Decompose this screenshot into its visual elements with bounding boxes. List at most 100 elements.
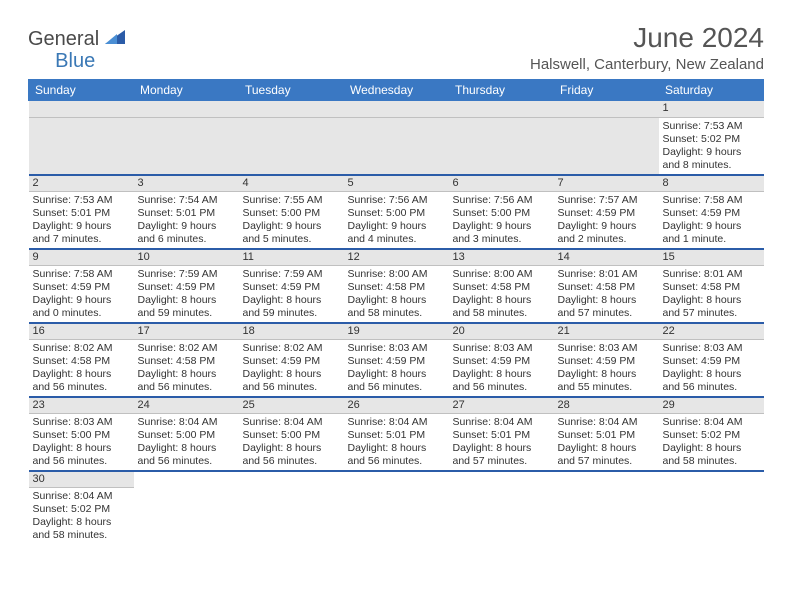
day-data-cell: Sunrise: 7:59 AMSunset: 4:59 PMDaylight:… [239, 265, 344, 323]
day-number-cell [134, 101, 239, 117]
sunrise-line: Sunrise: 7:59 AM [243, 268, 340, 281]
daylight-line: Daylight: 8 hours and 55 minutes. [558, 368, 655, 394]
day-data-cell: Sunrise: 8:02 AMSunset: 4:58 PMDaylight:… [29, 339, 134, 397]
sunset-line: Sunset: 5:01 PM [348, 429, 445, 442]
day-number-cell [134, 471, 239, 487]
daynum-row: 16171819202122 [29, 323, 764, 339]
day-data-cell: Sunrise: 8:03 AMSunset: 4:59 PMDaylight:… [344, 339, 449, 397]
day-number-cell: 10 [134, 249, 239, 265]
day-number-cell [29, 101, 134, 117]
daynum-row: 9101112131415 [29, 249, 764, 265]
day-number-cell: 13 [449, 249, 554, 265]
day-number-cell: 1 [659, 101, 764, 117]
daylight-line: Daylight: 8 hours and 57 minutes. [453, 442, 550, 468]
day-data-cell: Sunrise: 8:02 AMSunset: 4:58 PMDaylight:… [134, 339, 239, 397]
daylight-line: Daylight: 8 hours and 58 minutes. [453, 294, 550, 320]
day-number-cell: 26 [344, 397, 449, 413]
day-data-cell [554, 487, 659, 544]
daylight-line: Daylight: 9 hours and 5 minutes. [243, 220, 340, 246]
day-number-cell: 23 [29, 397, 134, 413]
day-data-cell: Sunrise: 8:04 AMSunset: 5:02 PMDaylight:… [659, 413, 764, 471]
sunrise-line: Sunrise: 8:04 AM [348, 416, 445, 429]
day-number-cell: 3 [134, 175, 239, 191]
sunrise-line: Sunrise: 8:03 AM [348, 342, 445, 355]
sunrise-line: Sunrise: 8:03 AM [33, 416, 130, 429]
day-data-cell: Sunrise: 8:02 AMSunset: 4:59 PMDaylight:… [239, 339, 344, 397]
sunrise-line: Sunrise: 8:04 AM [558, 416, 655, 429]
daylight-line: Daylight: 9 hours and 0 minutes. [33, 294, 130, 320]
day-data-cell: Sunrise: 8:04 AMSunset: 5:02 PMDaylight:… [29, 487, 134, 544]
location: Halswell, Canterbury, New Zealand [530, 56, 764, 73]
title-block: June 2024 Halswell, Canterbury, New Zeal… [530, 22, 764, 73]
day-number-cell: 12 [344, 249, 449, 265]
day-data-cell: Sunrise: 7:58 AMSunset: 4:59 PMDaylight:… [29, 265, 134, 323]
day-number-cell [554, 471, 659, 487]
sunrise-line: Sunrise: 8:04 AM [663, 416, 760, 429]
daylight-line: Daylight: 9 hours and 3 minutes. [453, 220, 550, 246]
day-data-cell: Sunrise: 8:03 AMSunset: 5:00 PMDaylight:… [29, 413, 134, 471]
sunset-line: Sunset: 5:02 PM [663, 133, 760, 146]
day-number-cell: 27 [449, 397, 554, 413]
sunset-line: Sunset: 4:58 PM [453, 281, 550, 294]
day-data-cell: Sunrise: 7:55 AMSunset: 5:00 PMDaylight:… [239, 191, 344, 249]
sunset-line: Sunset: 4:58 PM [138, 355, 235, 368]
day-number-cell [344, 471, 449, 487]
sunset-line: Sunset: 4:59 PM [663, 355, 760, 368]
sunrise-line: Sunrise: 7:55 AM [243, 194, 340, 207]
day-number-cell: 15 [659, 249, 764, 265]
day-data-row: Sunrise: 8:04 AMSunset: 5:02 PMDaylight:… [29, 487, 764, 544]
sunset-line: Sunset: 4:58 PM [663, 281, 760, 294]
day-data-row: Sunrise: 7:53 AMSunset: 5:02 PMDaylight:… [29, 117, 764, 175]
day-data-cell [449, 487, 554, 544]
sunrise-line: Sunrise: 8:03 AM [558, 342, 655, 355]
daylight-line: Daylight: 9 hours and 7 minutes. [33, 220, 130, 246]
day-number-cell: 17 [134, 323, 239, 339]
daylight-line: Daylight: 8 hours and 56 minutes. [453, 368, 550, 394]
day-data-cell: Sunrise: 7:54 AMSunset: 5:01 PMDaylight:… [134, 191, 239, 249]
daylight-line: Daylight: 8 hours and 56 minutes. [348, 368, 445, 394]
sunset-line: Sunset: 4:59 PM [243, 281, 340, 294]
sunset-line: Sunset: 4:59 PM [243, 355, 340, 368]
sunset-line: Sunset: 5:00 PM [243, 207, 340, 220]
daylight-line: Daylight: 8 hours and 56 minutes. [243, 368, 340, 394]
day-data-cell: Sunrise: 7:53 AMSunset: 5:01 PMDaylight:… [29, 191, 134, 249]
sunrise-line: Sunrise: 7:57 AM [558, 194, 655, 207]
daylight-line: Daylight: 9 hours and 4 minutes. [348, 220, 445, 246]
daylight-line: Daylight: 8 hours and 57 minutes. [663, 294, 760, 320]
daynum-row: 1 [29, 101, 764, 117]
day-data-cell: Sunrise: 8:01 AMSunset: 4:58 PMDaylight:… [554, 265, 659, 323]
sunset-line: Sunset: 5:01 PM [138, 207, 235, 220]
sunrise-line: Sunrise: 8:04 AM [33, 490, 130, 503]
sunset-line: Sunset: 4:59 PM [138, 281, 235, 294]
daylight-line: Daylight: 8 hours and 57 minutes. [558, 442, 655, 468]
sunset-line: Sunset: 4:59 PM [663, 207, 760, 220]
day-data-cell: Sunrise: 8:03 AMSunset: 4:59 PMDaylight:… [554, 339, 659, 397]
day-number-cell [554, 101, 659, 117]
sunset-line: Sunset: 5:01 PM [558, 429, 655, 442]
day-data-cell [344, 487, 449, 544]
sunrise-line: Sunrise: 8:02 AM [243, 342, 340, 355]
day-data-cell: Sunrise: 8:03 AMSunset: 4:59 PMDaylight:… [659, 339, 764, 397]
weekday-friday: Friday [554, 79, 659, 101]
daylight-line: Daylight: 8 hours and 56 minutes. [33, 442, 130, 468]
day-number-cell [239, 101, 344, 117]
daylight-line: Daylight: 8 hours and 56 minutes. [348, 442, 445, 468]
day-number-cell: 22 [659, 323, 764, 339]
sunrise-line: Sunrise: 8:01 AM [663, 268, 760, 281]
day-data-cell [134, 487, 239, 544]
day-data-cell [344, 117, 449, 175]
sunrise-line: Sunrise: 7:56 AM [453, 194, 550, 207]
sunrise-line: Sunrise: 8:03 AM [663, 342, 760, 355]
day-number-cell [239, 471, 344, 487]
day-number-cell [659, 471, 764, 487]
day-data-cell [29, 117, 134, 175]
day-data-cell: Sunrise: 8:00 AMSunset: 4:58 PMDaylight:… [449, 265, 554, 323]
sunrise-line: Sunrise: 7:59 AM [138, 268, 235, 281]
sunset-line: Sunset: 4:59 PM [558, 207, 655, 220]
day-data-cell [554, 117, 659, 175]
sunset-line: Sunset: 4:59 PM [33, 281, 130, 294]
day-data-cell [239, 487, 344, 544]
day-data-cell [239, 117, 344, 175]
month-title: June 2024 [530, 22, 764, 54]
sunset-line: Sunset: 5:02 PM [33, 503, 130, 516]
